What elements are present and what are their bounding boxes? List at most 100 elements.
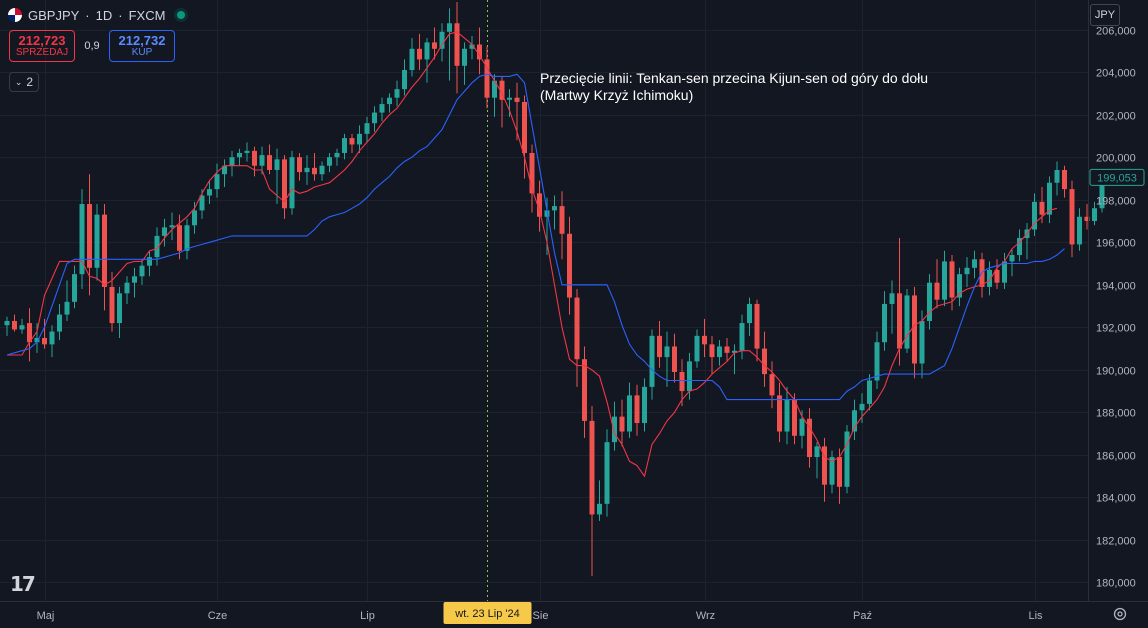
annotation-line-2: (Martwy Krzyż Ichimoku) (540, 87, 694, 103)
candle-body (724, 346, 730, 353)
candle-body (72, 274, 77, 302)
candle-body (882, 303, 887, 343)
candle-body (649, 335, 655, 387)
candle-body (1054, 169, 1060, 183)
candle-body (349, 138, 355, 145)
candle-body (912, 295, 917, 364)
candle-body (672, 346, 677, 372)
x-tick-label: Maj (37, 610, 55, 622)
candle-body (784, 399, 790, 432)
candle-body (394, 89, 400, 98)
y-tick-label: 196,000 (1096, 238, 1136, 250)
candle-body (732, 350, 737, 353)
candle-body (769, 374, 775, 396)
indicators-toggle-button[interactable]: ⌄ 2 (9, 72, 39, 92)
candle-body (934, 282, 940, 300)
candle-body (957, 274, 962, 298)
candle-body (1002, 261, 1007, 283)
candle-body (169, 225, 175, 228)
candle-body (1009, 255, 1015, 262)
candle-body (424, 42, 430, 60)
symbol-name: GBPJPY (28, 7, 80, 23)
chart-settings-icon[interactable] (1112, 606, 1128, 622)
buy-button[interactable]: 212,732 KUP (109, 30, 175, 62)
candle-body (559, 206, 565, 234)
candle-body (919, 320, 925, 364)
candle-body (244, 150, 250, 153)
candle-body (574, 297, 580, 360)
candle-body (799, 418, 805, 436)
candle-body (852, 410, 857, 432)
currency-pair-flag-icon (8, 8, 22, 22)
candle-body (334, 152, 340, 158)
candle-body (897, 293, 902, 349)
candle-body (987, 269, 992, 287)
x-tick-label: Cze (208, 610, 228, 622)
candle-body (657, 335, 662, 358)
candle-body (589, 420, 595, 515)
buy-label: KUP (131, 46, 153, 58)
trade-buttons: 212,723 SPRZEDAJ 0,9 212,732 KUP (9, 30, 175, 62)
candle-body (529, 152, 535, 194)
sell-button[interactable]: 212,723 SPRZEDAJ (9, 30, 75, 62)
candle-body (792, 399, 797, 436)
x-tick-label: Lip (360, 610, 375, 622)
x-tick-label: Sie (533, 610, 549, 622)
interval-label: 1D (95, 7, 113, 23)
annotation-line-1: Przecięcie linii: Tenkan-sen przecina Ki… (540, 70, 929, 86)
candle-body (117, 293, 122, 324)
candle-body (372, 112, 377, 124)
y-tick-label: 180,000 (1096, 578, 1136, 590)
chart-annotation[interactable]: Przecięcie linii: Tenkan-sen przecina Ki… (540, 70, 928, 104)
candle-body (1047, 182, 1052, 215)
candle-body (252, 150, 257, 166)
candle-body (319, 165, 325, 175)
candle-body (379, 104, 385, 113)
y-tick-label: 182,000 (1096, 536, 1136, 548)
candle-body (927, 282, 932, 321)
candle-body (199, 195, 205, 211)
candle-body (702, 335, 707, 345)
candle-body (417, 48, 422, 60)
tradingview-logo-icon[interactable]: 17 (10, 572, 36, 596)
candle-body (762, 348, 767, 375)
candle-body (552, 206, 557, 211)
y-tick-label: 200,000 (1096, 153, 1136, 165)
candle-body (627, 395, 632, 432)
candle-body (19, 325, 25, 330)
candle-body (439, 31, 445, 49)
candle-body (214, 174, 220, 190)
candle-body (619, 416, 625, 432)
candle-body (304, 167, 310, 173)
buy-price: 212,732 (118, 32, 166, 48)
candle-body (859, 403, 865, 411)
candle-body (807, 418, 812, 458)
candle-body (837, 457, 842, 487)
crosshair-date-label: wt. 23 Lip '24 (454, 608, 519, 620)
candle-body (514, 97, 520, 102)
candle-body (972, 259, 977, 268)
symbol-header[interactable]: GBPJPY · 1D · FXCM (8, 6, 186, 24)
candle-body (237, 152, 242, 158)
candle-body (477, 44, 482, 60)
candle-body (207, 189, 212, 196)
candle-body (49, 331, 55, 345)
candle-body (184, 225, 190, 251)
candle-body (1099, 176, 1105, 209)
candle-body (289, 157, 295, 209)
candle-body (904, 295, 910, 349)
candle-body (814, 446, 820, 458)
y-tick-label: 204,000 (1096, 68, 1136, 80)
market-open-status-icon (177, 11, 186, 19)
axes: 180,000 182,000 184,000 186,000 188,000 190,0… (37, 26, 1136, 623)
indicators-count: 2 (26, 75, 34, 89)
candle-body (4, 320, 10, 326)
currency-button[interactable]: JPY (1090, 4, 1120, 26)
candle-body (432, 42, 437, 49)
y-tick-label: 198,000 (1096, 196, 1136, 208)
candle-body (34, 337, 40, 343)
candle-body (267, 155, 272, 170)
candle-body (139, 265, 145, 277)
